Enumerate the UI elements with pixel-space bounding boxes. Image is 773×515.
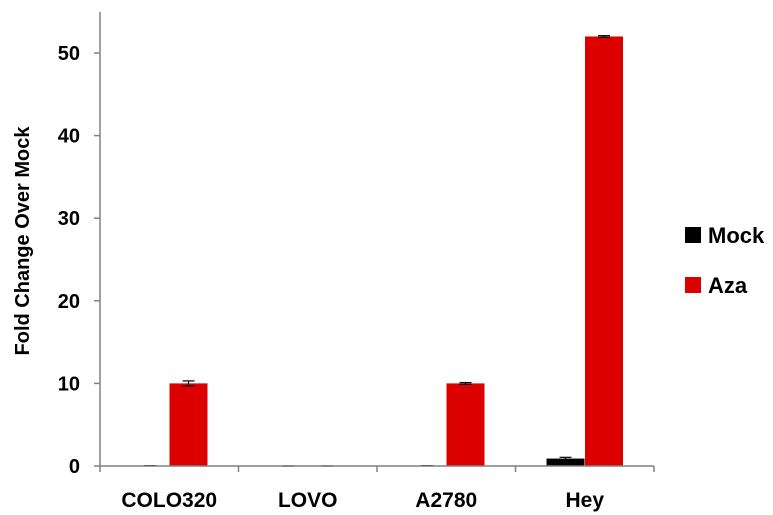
y-tick-label: 20 [58,291,80,313]
bars [131,36,623,466]
y-tick-label: 0 [69,456,80,478]
legend: Mock Aza [685,223,765,298]
y-tick-label: 50 [58,43,80,65]
y-axis-ticks [94,52,100,467]
x-axis-ticks [99,466,655,472]
bar-aza [585,36,623,466]
y-tick-label: 10 [58,373,80,395]
x-category-label: A2780 [415,489,477,512]
y-tick-label: 30 [58,208,80,230]
y-tick-labels: 0 10 20 30 40 50 [58,43,80,478]
x-category-label: COLO320 [121,489,217,512]
legend-label-mock: Mock [708,223,765,248]
y-axis-title: Fold Change Over Mock [12,126,34,356]
x-category-label: LOVO [278,489,338,512]
x-category-label: Hey [565,489,604,512]
legend-swatch-aza [685,277,701,293]
y-tick-label: 40 [58,126,80,148]
bar-aza [169,383,208,466]
error-bars [144,35,610,467]
x-category-labels: COLO320 LOVO A2780 Hey [121,489,604,512]
bar-mock [546,458,585,466]
legend-swatch-mock [685,227,701,243]
bar-aza [446,383,485,466]
legend-label-aza: Aza [708,273,748,298]
